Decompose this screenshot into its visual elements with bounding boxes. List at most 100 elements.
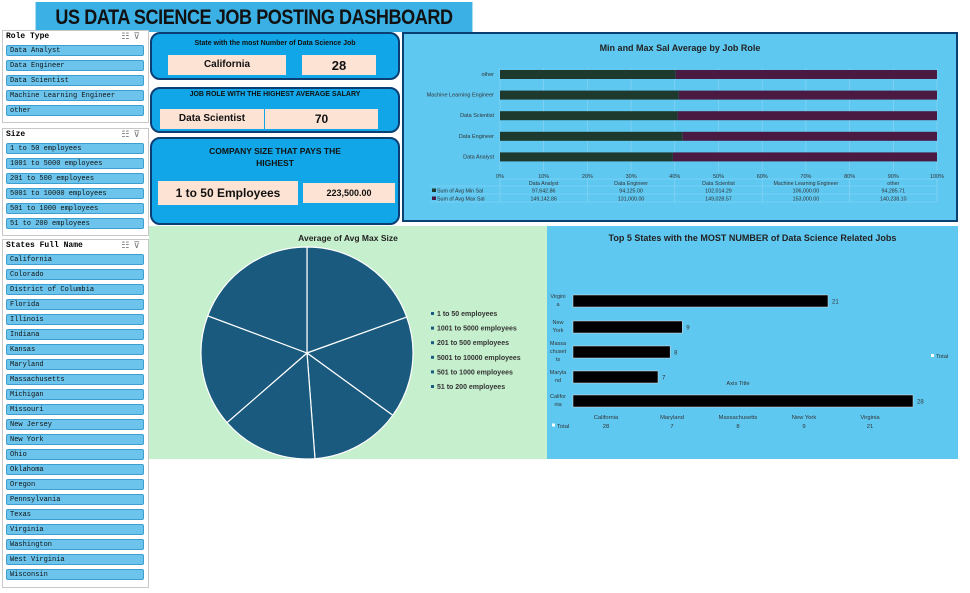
legend-label-max: Sum of Avg Max Sal xyxy=(437,197,485,203)
multi-select-icon[interactable]: ☷ xyxy=(121,129,134,139)
top-states-svg: 21Virginia9NewYork8Massachusetts7Marylan… xyxy=(550,294,949,430)
kpi-top-state: State with the most Number of Data Scien… xyxy=(150,32,400,80)
bar-min-sal xyxy=(500,111,678,121)
slicer-item[interactable]: Indiana xyxy=(6,329,144,340)
slicer-item[interactable]: Missouri xyxy=(6,404,144,415)
table-cell: 149,028.57 xyxy=(705,197,732,203)
dashboard-title: US DATA SCIENCE JOB POSTING DASHBOARD xyxy=(35,2,473,32)
y-category-label: Maryla xyxy=(550,370,567,376)
bar-min-sal xyxy=(500,70,676,79)
slicer-item[interactable]: Pennsylvania xyxy=(6,494,144,505)
slicer-item[interactable]: 201 to 500 employees xyxy=(6,173,144,184)
slicer-item[interactable]: Data Scientist xyxy=(6,75,144,86)
legend-swatch xyxy=(431,341,434,345)
slicer-item[interactable]: West Virginia xyxy=(6,554,144,565)
slicer-item[interactable]: Data Analyst xyxy=(6,45,144,56)
legend-swatch xyxy=(431,326,434,330)
bar-chart-svg: 0% 10% 20% 30% 40% 50% 60% 70% 80% 90% 100% Data An… xyxy=(427,68,944,203)
kpi-name: Data Scientist xyxy=(160,109,264,129)
slicer-item[interactable]: Ohio xyxy=(6,449,144,460)
table-cell: 94,285.71 xyxy=(882,189,906,195)
clear-filter-icon[interactable]: ⊽ xyxy=(133,31,144,41)
slicer-item[interactable]: Florida xyxy=(6,299,144,310)
y-category-label: Data Engineer xyxy=(459,134,494,140)
slicer-item[interactable]: Maryland xyxy=(6,359,144,370)
table-legend-label: Total xyxy=(557,424,569,430)
kpi-label: JOB ROLE WITH THE HIGHEST AVERAGE SALARY xyxy=(189,91,361,98)
legend-swatch xyxy=(431,385,434,388)
slicer-item[interactable]: Oregon xyxy=(6,479,144,490)
pie-slice xyxy=(206,246,308,354)
legend-label: 5001 to 10000 employees xyxy=(437,355,521,362)
kpi-value: 28 xyxy=(302,55,376,75)
min-max-salary-chart[interactable]: Min and Max Sal Average by Job Role 0% 10… xyxy=(402,32,958,222)
table-header: New York xyxy=(792,415,817,421)
slicer-item[interactable]: Illinois xyxy=(6,314,144,325)
legend-label: 1001 to 5000 employees xyxy=(437,326,517,333)
y-category-label: Califor xyxy=(550,394,566,400)
slicer-title: Role Type xyxy=(6,32,50,41)
kpi-label: State with the most Number of Data Scien… xyxy=(194,40,356,47)
slicer-item[interactable]: Data Engineer xyxy=(6,60,144,71)
state-bar xyxy=(572,294,829,308)
x-tick-label: 70% xyxy=(800,174,811,180)
table-header: California xyxy=(594,415,619,421)
kpi-top-company-size: COMPANY SIZE THAT PAYS THE HIGHEST 1 to … xyxy=(150,137,400,225)
state-bar xyxy=(572,394,914,408)
legend-swatch-min xyxy=(432,188,436,192)
slicer-item[interactable]: Oklahoma xyxy=(6,464,144,475)
slicer-item[interactable]: Washington xyxy=(6,539,144,550)
pie-slice xyxy=(306,351,394,459)
table-cell: 97,642.86 xyxy=(532,189,556,195)
slicer-item[interactable]: other xyxy=(6,105,144,116)
legend-swatch-max xyxy=(432,196,436,200)
slicer-item[interactable]: Virginia xyxy=(6,524,144,535)
slicer-item[interactable]: California xyxy=(6,254,144,265)
avg-max-size-pie-chart[interactable]: Average of Avg Max Size 1 to 50 employee… xyxy=(149,226,547,459)
bar-max-sal xyxy=(682,131,937,141)
legend-swatch xyxy=(431,312,434,315)
slicer-item[interactable]: 1001 to 5000 employees xyxy=(6,158,144,169)
slicer-item[interactable]: New York xyxy=(6,434,144,445)
slicer-item[interactable]: Kansas xyxy=(6,344,144,355)
multi-select-icon[interactable]: ☷ xyxy=(121,240,134,250)
slicer-item[interactable]: Wisconsin xyxy=(6,569,144,580)
slicer-item[interactable]: District of Columbia xyxy=(6,284,144,295)
clear-filter-icon[interactable]: ⊽ xyxy=(133,240,144,250)
clear-filter-icon[interactable]: ⊽ xyxy=(133,129,144,139)
bar-max-sal xyxy=(675,70,937,79)
table-header: other xyxy=(887,181,899,187)
slicer-item[interactable]: Massachusetts xyxy=(6,374,144,385)
slicer-header: Size ☷⊽ xyxy=(3,129,148,143)
pie-slice xyxy=(226,351,316,459)
legend-swatch xyxy=(431,370,434,374)
y-category-label: chuset xyxy=(550,349,567,355)
slicer-item[interactable]: 1 to 50 employees xyxy=(6,143,144,154)
legend-label: 201 to 500 employees xyxy=(437,340,509,347)
slicer-item[interactable]: Colorado xyxy=(6,269,144,280)
legend-swatch xyxy=(552,423,555,427)
slicer-title: States Full Name xyxy=(6,241,83,250)
x-tick-label: 60% xyxy=(757,174,768,180)
state-bar xyxy=(572,320,683,334)
legend-label: 1 to 50 employees xyxy=(437,311,497,318)
y-category-label: Virgini xyxy=(550,294,565,300)
slicer-item[interactable]: 51 to 200 employees xyxy=(6,218,144,229)
table-header: Data Scientist xyxy=(702,181,735,187)
y-category-label: nd xyxy=(555,378,561,384)
table-cell: 140,238.10 xyxy=(880,197,907,203)
table-cell: 28 xyxy=(603,424,609,430)
size-slicer: Size ☷⊽ 1 to 50 employees 1001 to 5000 em… xyxy=(2,128,149,236)
y-category-label: Data Analyst xyxy=(463,154,494,160)
top-states-chart[interactable]: Top 5 States with the MOST NUMBER of Dat… xyxy=(547,226,958,459)
bar-max-sal xyxy=(677,111,937,121)
slicer-item[interactable]: Machine Learning Engineer xyxy=(6,90,144,101)
slicer-item[interactable]: Texas xyxy=(6,509,144,520)
legend-swatch xyxy=(431,355,434,359)
multi-select-icon[interactable]: ☷ xyxy=(121,31,134,41)
table-cell: 9 xyxy=(802,424,805,430)
slicer-item[interactable]: 5001 to 10000 employees xyxy=(6,188,144,199)
slicer-item[interactable]: Michigan xyxy=(6,389,144,400)
slicer-item[interactable]: 501 to 1000 employees xyxy=(6,203,144,214)
slicer-item[interactable]: New Jersey xyxy=(6,419,144,430)
